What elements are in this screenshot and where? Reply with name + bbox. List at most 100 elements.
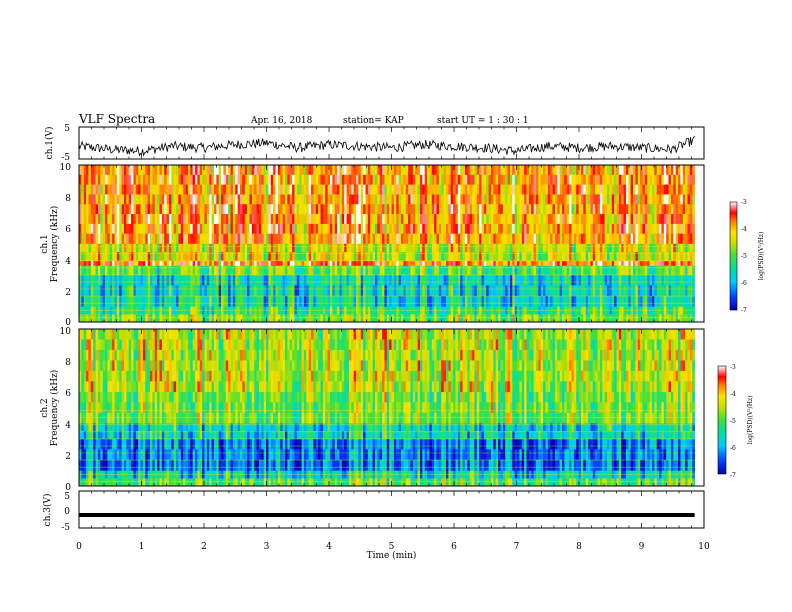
spec1-cell	[79, 265, 82, 276]
spec1-cell	[647, 194, 650, 205]
spec2-cell	[119, 459, 122, 471]
spec1-cell	[614, 194, 617, 205]
spec1-cell	[585, 174, 589, 185]
spec1-cell	[275, 285, 279, 297]
spec1-cell	[528, 295, 532, 307]
spec1-cell	[285, 260, 288, 266]
spec1-cell	[637, 214, 641, 225]
spec1-cell	[663, 184, 667, 195]
spec1-cell	[114, 165, 118, 176]
spec1-cell	[460, 174, 463, 185]
spec1-cell	[486, 285, 489, 297]
spec1-cell	[680, 223, 684, 234]
spec1-cell	[114, 274, 118, 286]
spec1-cell	[287, 165, 291, 176]
spec1-cell	[228, 295, 231, 307]
spec1-cell	[427, 223, 430, 234]
spec1-cell	[443, 295, 447, 307]
ch1-waveform-xticks	[78, 127, 705, 159]
spec1-cell	[93, 295, 96, 307]
spec1-cell	[673, 214, 676, 225]
spec1-cell	[97, 314, 101, 323]
spec1-cell	[689, 260, 693, 266]
spec1-cell	[140, 265, 144, 276]
spec1-cell	[514, 174, 518, 185]
spec1-cell	[178, 165, 182, 176]
spec1-cell	[138, 223, 141, 234]
spec1-cell	[590, 204, 594, 215]
spec1-cell	[83, 252, 87, 262]
spec1-cell	[519, 265, 523, 276]
spec1-cell	[580, 174, 584, 185]
spec1-cell	[422, 243, 425, 253]
spec1-cell	[114, 252, 118, 262]
spec1-cell	[311, 285, 314, 297]
spec1-cell	[204, 295, 208, 307]
spec1-cell	[263, 274, 267, 286]
spec1-cell	[438, 260, 442, 266]
spec1-cell	[367, 243, 371, 253]
spec1-cell	[266, 233, 269, 244]
spec1-cell	[301, 165, 305, 176]
spec1-cell	[258, 285, 262, 297]
spec2-cell	[119, 329, 122, 340]
spec1-cell	[519, 243, 523, 253]
spec1-cell	[176, 314, 179, 323]
spec1-cell	[142, 194, 146, 205]
spec1-cell	[495, 233, 499, 244]
spec1-cell	[370, 184, 373, 195]
spec1-cell	[436, 274, 440, 286]
spec1-cell	[209, 194, 212, 205]
spec2-cell	[97, 423, 101, 432]
spec1-cell	[242, 252, 246, 262]
spec1-cell	[183, 174, 186, 185]
spec1-cell	[625, 223, 629, 234]
spec1-cell	[637, 194, 641, 205]
spec2-cell	[102, 370, 106, 382]
spec1-cell	[100, 184, 103, 195]
spec1-cell	[391, 265, 395, 276]
spec1-cell	[294, 174, 298, 185]
spec1-cell	[410, 243, 414, 253]
spec1-cell	[488, 252, 492, 262]
spec1-cell	[595, 165, 598, 176]
spec1-cell	[363, 243, 366, 253]
spec1-cell	[540, 285, 544, 297]
spec1-cell	[652, 274, 655, 286]
spec1-cell	[195, 194, 198, 205]
spec1-cell	[133, 223, 137, 234]
spec2-cell	[100, 391, 103, 403]
spec1-cell	[102, 260, 106, 266]
spec1-cell	[472, 285, 475, 297]
spec1-cell	[637, 285, 641, 297]
spec1-cell	[502, 285, 506, 297]
spec1-cell	[531, 314, 534, 323]
spec1-cell	[569, 314, 572, 323]
spec1-cell	[95, 184, 99, 195]
spec1-cell	[216, 214, 219, 225]
spec1-cell	[126, 243, 130, 253]
spec1-cell	[93, 223, 96, 234]
spec1-cell	[576, 194, 579, 205]
spec1-cell	[654, 295, 658, 307]
spec1-cell	[299, 184, 302, 195]
spec1-cell	[431, 252, 435, 262]
spec1-cell	[467, 295, 470, 307]
spec1-cell	[545, 314, 549, 323]
spec2-cell	[119, 423, 122, 432]
spec1-cell	[256, 223, 260, 234]
spec1-cell	[656, 243, 660, 253]
spec1-cell	[289, 233, 293, 244]
spec1-cell	[292, 204, 295, 215]
spec1-cell	[121, 194, 125, 205]
spec1-cell	[270, 233, 274, 244]
spec1-cell	[301, 204, 305, 215]
spec1-cell	[173, 265, 177, 276]
spec1-cell	[206, 174, 210, 185]
spec1-cell	[408, 165, 411, 176]
spec1-cell	[142, 260, 146, 266]
spec2-cell	[114, 423, 118, 432]
spec1-cell	[495, 214, 499, 225]
spec1-cell	[195, 260, 198, 266]
